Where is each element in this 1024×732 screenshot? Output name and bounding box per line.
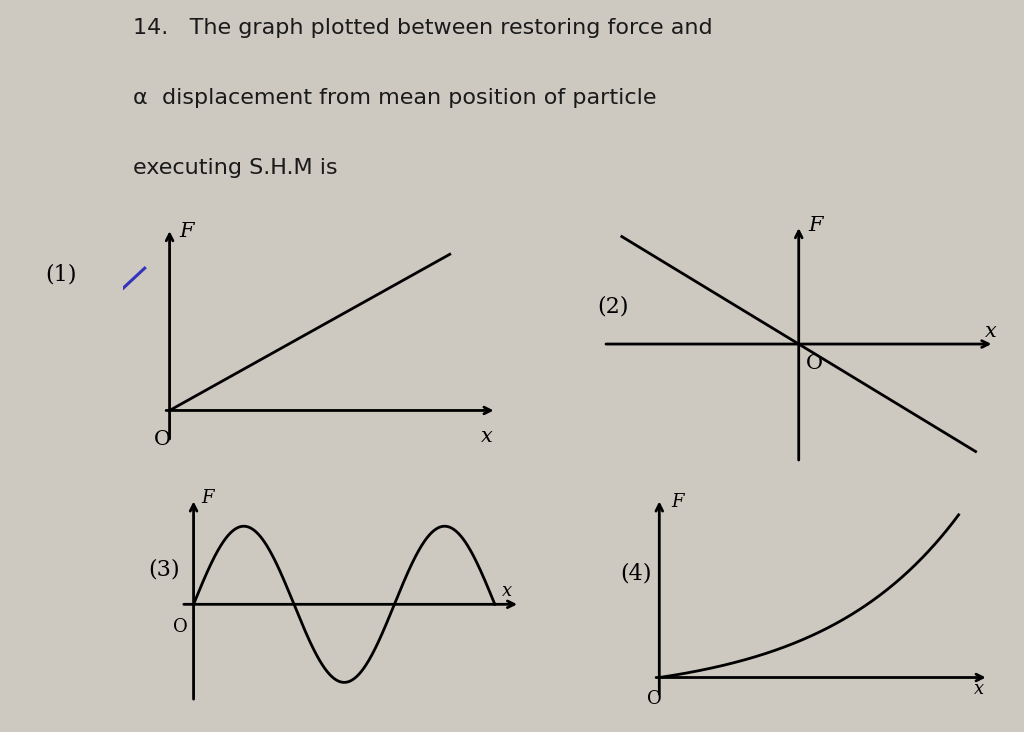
Text: x: x <box>974 680 984 698</box>
Text: x: x <box>503 582 512 600</box>
Text: F: F <box>201 490 214 507</box>
Text: α  displacement from mean position of particle: α displacement from mean position of par… <box>133 88 656 108</box>
Text: x: x <box>985 322 996 341</box>
Text: O: O <box>806 354 823 373</box>
Text: F: F <box>672 493 684 511</box>
Text: 14.   The graph plotted between restoring force and: 14. The graph plotted between restoring … <box>133 18 713 37</box>
Text: executing S.H.M is: executing S.H.M is <box>133 158 338 178</box>
Text: F: F <box>179 222 194 241</box>
Text: O: O <box>154 430 171 449</box>
Text: x: x <box>481 427 493 446</box>
Text: O: O <box>647 690 663 708</box>
Text: (1): (1) <box>45 264 77 285</box>
Text: O: O <box>173 618 188 636</box>
Text: (2): (2) <box>598 296 629 318</box>
Text: F: F <box>808 216 822 235</box>
Text: (3): (3) <box>148 558 180 580</box>
Text: (4): (4) <box>621 563 652 585</box>
